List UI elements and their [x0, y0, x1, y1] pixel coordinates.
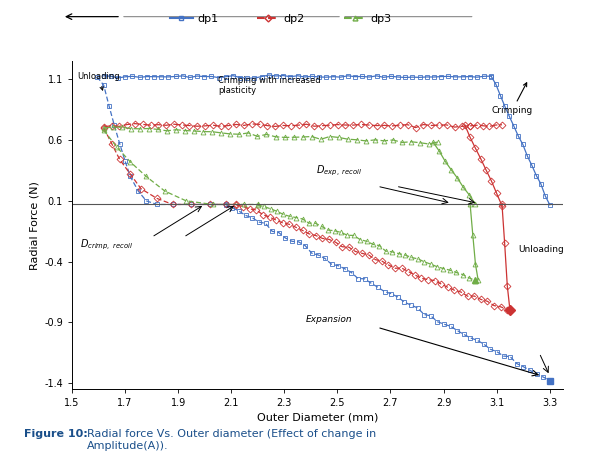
Text: Unloading: Unloading [518, 245, 564, 254]
Text: Expansion: Expansion [305, 315, 352, 325]
Text: Unloading: Unloading [77, 72, 120, 90]
Text: Crimping: Crimping [491, 83, 533, 115]
X-axis label: Outer Diameter (mm): Outer Diameter (mm) [257, 412, 378, 423]
Text: Figure 10:: Figure 10: [24, 429, 87, 439]
Text: Crimping with increased
plasticity: Crimping with increased plasticity [218, 76, 320, 95]
Text: Radial force Vs. Outer diameter (Effect of change in
Amplitude(A)).: Radial force Vs. Outer diameter (Effect … [87, 429, 376, 451]
Text: $D_{exp,\ recoil}$: $D_{exp,\ recoil}$ [316, 163, 362, 178]
Legend: dp1, dp2, dp3: dp1, dp2, dp3 [166, 9, 396, 28]
Text: $D_{crimp,\ recoil}$: $D_{crimp,\ recoil}$ [80, 237, 133, 252]
Y-axis label: Radial Force (N): Radial Force (N) [30, 181, 40, 270]
